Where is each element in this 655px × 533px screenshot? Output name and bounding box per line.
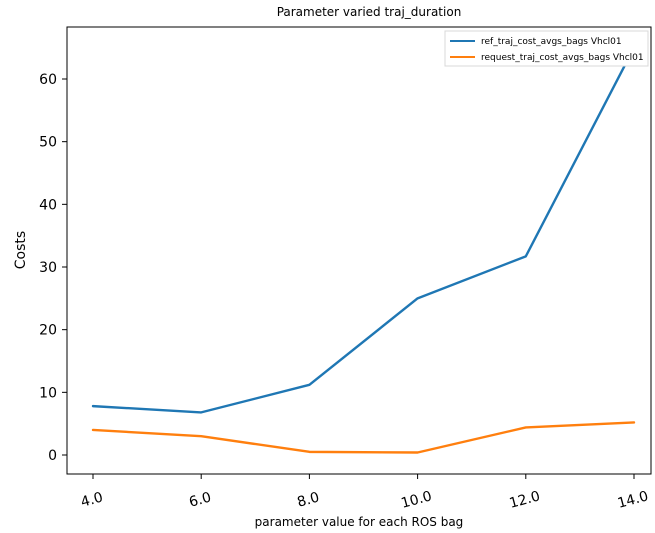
chart-title: Parameter varied traj_duration xyxy=(277,5,462,19)
plot-frame xyxy=(66,26,652,475)
x-tick-label: 14.0 xyxy=(616,488,650,512)
y-tick-label: 0 xyxy=(48,448,57,464)
x-tick-label: 6.0 xyxy=(187,490,213,511)
y-axis-label: Costs xyxy=(13,231,29,269)
x-axis-label: parameter value for each ROS bag xyxy=(255,515,464,529)
x-axis-ticks: 4.0 6.0 8.0 10.0 12.0 14.0 xyxy=(79,474,650,512)
y-tick-label: 40 xyxy=(39,197,57,213)
y-tick-label: 30 xyxy=(39,260,57,276)
x-tick-label: 12.0 xyxy=(508,488,542,512)
legend-box xyxy=(444,30,649,67)
series-line-ref-traj xyxy=(91,46,636,414)
legend-label-ref-traj: ref_traj_cost_avgs_bags Vhcl01 xyxy=(481,37,622,47)
legend-label-request-traj: request_traj_cost_avgs_bags Vhcl01 xyxy=(481,53,644,63)
y-tick-label: 50 xyxy=(39,135,57,151)
x-tick-label: 8.0 xyxy=(296,490,322,511)
series-line-request-traj xyxy=(91,421,636,454)
y-tick-label: 20 xyxy=(39,323,57,339)
y-tick-label: 10 xyxy=(39,385,57,401)
series-layer xyxy=(91,46,636,454)
plot-area: 0 10 20 30 40 50 60 4.0 6.0 8.0 10.0 12.0 14.0 xyxy=(39,26,652,512)
x-tick-label: 4.0 xyxy=(79,490,105,511)
x-tick-label: 10.0 xyxy=(399,488,433,512)
y-tick-label: 60 xyxy=(39,72,57,88)
legend: ref_traj_cost_avgs_bags Vhcl01 request_t… xyxy=(444,30,649,67)
y-axis-ticks: 0 10 20 30 40 50 60 xyxy=(39,72,67,464)
